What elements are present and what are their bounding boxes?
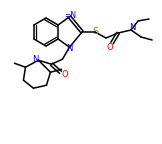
Text: N: N (129, 23, 135, 32)
Text: O: O (61, 70, 68, 79)
Text: =N: =N (64, 11, 76, 20)
Text: S: S (92, 28, 98, 36)
Text: N: N (32, 55, 39, 64)
Text: O: O (107, 42, 113, 52)
Text: N: N (66, 44, 72, 53)
